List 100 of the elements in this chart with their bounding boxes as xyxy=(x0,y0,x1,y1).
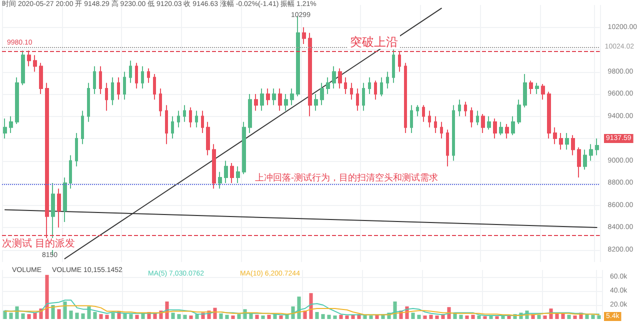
candlestick xyxy=(93,66,96,95)
candlestick xyxy=(320,82,324,106)
annotation: 突破上沿 xyxy=(350,35,398,49)
candlestick xyxy=(487,116,491,130)
bar xyxy=(465,316,469,319)
candlestick xyxy=(559,132,563,150)
candlestick xyxy=(248,94,252,134)
bar xyxy=(279,316,283,319)
line-series xyxy=(4,300,600,316)
bar xyxy=(75,312,79,319)
candlestick xyxy=(9,116,13,134)
candlestick xyxy=(547,91,551,140)
candlestick xyxy=(440,121,443,140)
candlestick xyxy=(386,71,389,89)
bar xyxy=(321,314,325,319)
candlestick xyxy=(206,121,210,156)
bar xyxy=(543,316,547,319)
candlestick xyxy=(398,51,401,72)
bar xyxy=(297,296,301,319)
bar xyxy=(183,314,187,319)
candlestick xyxy=(254,94,258,112)
candlestick xyxy=(535,82,539,95)
candlestick xyxy=(356,88,359,112)
candlestick xyxy=(224,160,228,184)
candlestick xyxy=(380,76,383,97)
bar xyxy=(567,314,571,319)
candlestick xyxy=(470,106,473,128)
candlestick xyxy=(147,68,150,84)
candlestick xyxy=(81,110,84,145)
bar xyxy=(429,314,433,319)
candlestick xyxy=(63,176,67,222)
line-series xyxy=(4,305,600,316)
candlestick xyxy=(123,71,126,100)
candlestick xyxy=(338,68,342,89)
bar xyxy=(69,310,73,319)
bar xyxy=(219,313,223,319)
candlestick xyxy=(165,104,168,145)
bar xyxy=(21,313,25,319)
candlestick xyxy=(404,62,407,134)
bar xyxy=(45,274,49,319)
candlestick xyxy=(434,116,437,134)
bar xyxy=(597,315,601,319)
bar xyxy=(195,314,199,319)
candlestick xyxy=(314,94,318,112)
bar xyxy=(591,314,595,319)
candlestick xyxy=(571,134,575,156)
bar xyxy=(291,306,295,319)
candlestick xyxy=(159,88,162,117)
candlestick xyxy=(99,66,102,95)
bar xyxy=(33,312,37,319)
candlestick xyxy=(541,83,545,100)
bar xyxy=(537,314,541,319)
candlestick xyxy=(129,60,132,84)
candlestick xyxy=(3,118,7,140)
candlestick xyxy=(39,62,43,95)
bar xyxy=(417,314,421,319)
candlestick xyxy=(75,132,78,167)
bar xyxy=(99,314,103,319)
candlestick xyxy=(272,88,276,106)
candlestick xyxy=(278,88,282,112)
candlestick xyxy=(374,80,377,100)
candlestick xyxy=(242,121,246,175)
bar xyxy=(57,309,61,319)
candlestick xyxy=(266,88,270,106)
candlestick xyxy=(476,110,479,126)
candlestick xyxy=(105,82,108,112)
bar xyxy=(87,306,91,319)
bar xyxy=(483,316,487,319)
candlestick xyxy=(135,62,138,89)
candlestick xyxy=(428,110,431,128)
bar xyxy=(261,316,265,319)
candlestick xyxy=(464,101,467,117)
candlestick xyxy=(392,49,395,84)
bar xyxy=(51,305,55,319)
candlestick xyxy=(583,149,587,170)
bar xyxy=(435,316,439,319)
bar xyxy=(93,312,97,319)
bar xyxy=(189,316,193,319)
bar xyxy=(315,312,319,319)
bar xyxy=(153,313,157,319)
bar xyxy=(309,293,313,319)
bar xyxy=(111,312,115,319)
candlestick xyxy=(111,76,114,106)
candlestick xyxy=(368,76,371,95)
candlestick xyxy=(416,104,419,117)
candlestick xyxy=(344,76,347,95)
candlestick xyxy=(410,104,413,134)
bar xyxy=(135,314,139,319)
candlestick xyxy=(553,126,557,145)
bar xyxy=(345,316,349,319)
candlestick xyxy=(493,118,497,140)
candlestick xyxy=(195,110,198,128)
bar xyxy=(255,314,259,319)
candlestick xyxy=(87,82,90,122)
bar xyxy=(477,316,481,319)
candlestick xyxy=(69,154,72,190)
candlestick xyxy=(595,138,599,156)
candlestick xyxy=(523,73,527,108)
candlestick xyxy=(499,121,503,136)
annotation: 次测试 目的派发 xyxy=(2,238,75,250)
